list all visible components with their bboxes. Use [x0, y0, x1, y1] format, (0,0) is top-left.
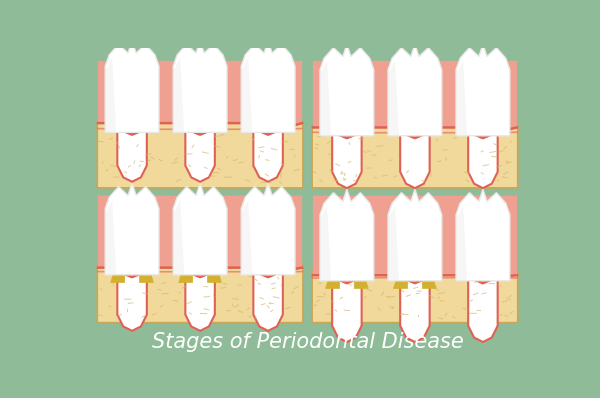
Polygon shape	[456, 61, 467, 136]
Polygon shape	[118, 128, 147, 182]
Polygon shape	[241, 183, 295, 275]
Polygon shape	[179, 272, 193, 283]
Polygon shape	[241, 57, 252, 133]
Polygon shape	[185, 128, 215, 182]
Polygon shape	[400, 131, 430, 188]
Polygon shape	[320, 206, 331, 281]
FancyBboxPatch shape	[97, 122, 303, 188]
Polygon shape	[468, 131, 497, 188]
Polygon shape	[320, 61, 331, 136]
Polygon shape	[173, 41, 227, 133]
Polygon shape	[388, 44, 442, 136]
FancyBboxPatch shape	[97, 265, 303, 323]
Polygon shape	[241, 200, 252, 275]
Polygon shape	[105, 41, 159, 133]
Polygon shape	[185, 270, 215, 331]
Polygon shape	[388, 189, 442, 281]
Polygon shape	[106, 57, 116, 133]
Polygon shape	[313, 61, 517, 138]
Polygon shape	[98, 195, 302, 277]
Polygon shape	[106, 200, 116, 275]
Polygon shape	[110, 272, 125, 283]
Polygon shape	[320, 44, 374, 136]
Polygon shape	[400, 276, 430, 342]
Polygon shape	[173, 183, 227, 275]
Polygon shape	[173, 57, 184, 133]
Polygon shape	[208, 272, 221, 283]
Polygon shape	[456, 206, 467, 281]
Polygon shape	[332, 276, 362, 342]
Polygon shape	[388, 61, 399, 136]
Polygon shape	[98, 61, 302, 135]
Text: Stages of Periodontal Disease: Stages of Periodontal Disease	[152, 332, 463, 352]
Polygon shape	[422, 278, 436, 289]
Polygon shape	[468, 276, 497, 342]
Polygon shape	[105, 183, 159, 275]
Polygon shape	[354, 278, 368, 289]
Polygon shape	[139, 272, 154, 283]
Polygon shape	[253, 128, 283, 182]
Polygon shape	[394, 278, 407, 289]
FancyBboxPatch shape	[312, 126, 518, 188]
Polygon shape	[241, 41, 295, 133]
Polygon shape	[456, 189, 510, 281]
Polygon shape	[388, 206, 399, 281]
Polygon shape	[320, 189, 374, 281]
Polygon shape	[456, 44, 510, 136]
FancyBboxPatch shape	[312, 271, 518, 323]
Polygon shape	[253, 270, 283, 331]
Polygon shape	[332, 131, 362, 188]
Polygon shape	[173, 200, 184, 275]
Polygon shape	[326, 278, 340, 289]
Polygon shape	[118, 270, 147, 331]
Polygon shape	[313, 195, 517, 283]
